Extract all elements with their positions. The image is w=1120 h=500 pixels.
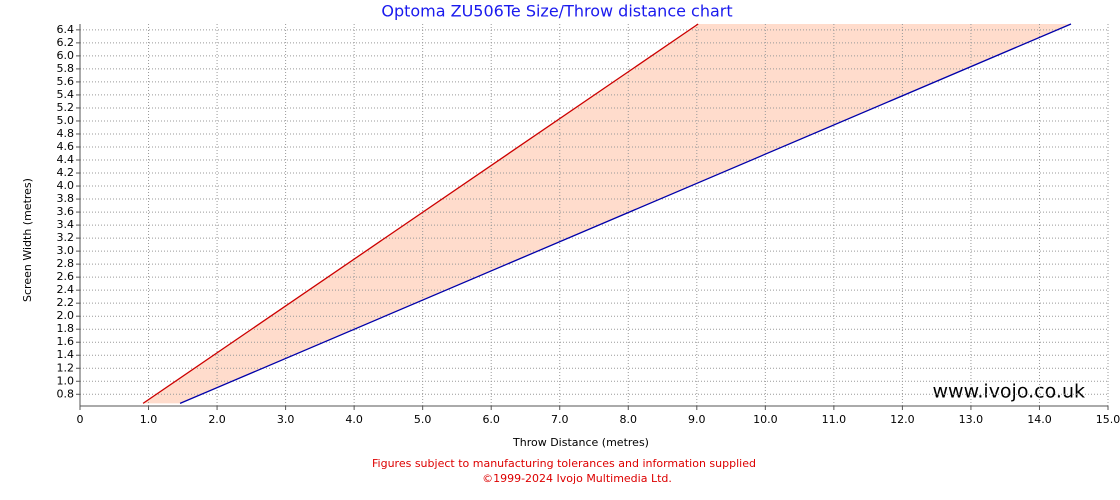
y-tick-label: 3.2 xyxy=(57,231,75,244)
watermark: www.ivojo.co.uk xyxy=(933,381,1086,403)
y-tick-label: 2.6 xyxy=(57,270,75,283)
y-tick-label: 3.0 xyxy=(57,244,75,257)
y-tick-label: 4.8 xyxy=(57,127,75,140)
y-tick-label: 4.2 xyxy=(57,166,75,179)
x-tick-label: 4.0 xyxy=(345,413,363,426)
x-tick-label: 9.0 xyxy=(688,413,706,426)
y-tick-label: 1.4 xyxy=(57,348,75,361)
range-area xyxy=(143,24,1071,404)
y-tick-label: 0.8 xyxy=(57,387,75,400)
y-tick-label: 2.8 xyxy=(57,257,75,270)
y-tick-label: 4.6 xyxy=(57,140,75,153)
y-tick-label: 1.0 xyxy=(57,374,75,387)
x-tick-label: 6.0 xyxy=(482,413,500,426)
y-tick-label: 4.0 xyxy=(57,179,75,192)
x-tick-label: 7.0 xyxy=(551,413,569,426)
y-tick-label: 3.6 xyxy=(57,205,75,218)
y-tick-label: 1.6 xyxy=(57,335,75,348)
y-tick-label: 4.4 xyxy=(57,153,75,166)
y-tick-label: 2.2 xyxy=(57,296,75,309)
x-tick-label: 1.0 xyxy=(140,413,158,426)
y-tick-label: 5.8 xyxy=(57,62,75,75)
footnote: Figures subject to manufacturing toleran… xyxy=(372,457,756,470)
y-tick-label: 3.4 xyxy=(57,218,75,231)
x-axis-label: Throw Distance (metres) xyxy=(512,436,649,449)
series-line xyxy=(142,23,699,404)
y-tick-label: 5.2 xyxy=(57,101,75,114)
y-tick-label: 3.8 xyxy=(57,192,75,205)
y-tick-label: 6.2 xyxy=(57,36,75,49)
x-tick-label: 10.0 xyxy=(753,413,778,426)
series-line xyxy=(179,23,1072,404)
x-tick-label: 0 xyxy=(77,413,84,426)
y-tick-label: 5.4 xyxy=(57,88,75,101)
y-tick-label: 1.2 xyxy=(57,361,75,374)
x-tick-label: 13.0 xyxy=(959,413,984,426)
footnote: ©1999-2024 Ivojo Multimedia Ltd. xyxy=(482,472,672,485)
x-tick-label: 12.0 xyxy=(890,413,915,426)
y-tick-label: 2.4 xyxy=(57,283,75,296)
y-axis-label: Screen Width (metres) xyxy=(21,178,34,302)
y-tick-label: 6.4 xyxy=(57,23,75,36)
x-tick-label: 5.0 xyxy=(414,413,432,426)
y-tick-label: 6.0 xyxy=(57,49,75,62)
x-tick-label: 3.0 xyxy=(277,413,295,426)
x-tick-label: 14.0 xyxy=(1027,413,1052,426)
x-tick-label: 8.0 xyxy=(620,413,638,426)
chart-title: Optoma ZU506Te Size/Throw distance chart xyxy=(381,2,732,21)
x-tick-label: 11.0 xyxy=(822,413,847,426)
x-tick-label: 15.0 xyxy=(1096,413,1120,426)
y-tick-label: 1.8 xyxy=(57,322,75,335)
y-tick-label: 5.0 xyxy=(57,114,75,127)
x-tick-label: 2.0 xyxy=(208,413,226,426)
y-tick-label: 2.0 xyxy=(57,309,75,322)
y-tick-label: 5.6 xyxy=(57,75,75,88)
